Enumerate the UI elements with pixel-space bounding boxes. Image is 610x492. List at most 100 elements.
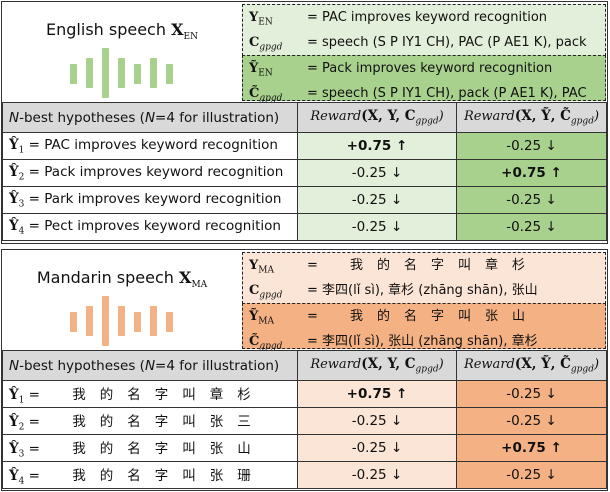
header-reward-2: Reward(X, Ỹ, C̃gpgd) <box>456 102 607 133</box>
hypothesis-text: = 我的名字叫张山 <box>28 440 265 457</box>
top-section: Mandarin speech XMA YMA = 我的名字叫章杉 Cgpgd = 李四… <box>2 250 607 351</box>
symbol: C <box>249 34 260 50</box>
symbol-subscript: gpgd <box>259 290 283 301</box>
hypothesis-index: 1 <box>18 395 25 406</box>
hypothesis-text: = 我的名字叫张珊 <box>28 467 265 484</box>
header-reward-2: Reward(X, Ỹ, C̃gpgd) <box>456 350 607 381</box>
reward-value: -0.25 ↓ <box>506 386 557 402</box>
hypothesis-cell: Ŷ3 = 我的名字叫张山 <box>2 434 298 462</box>
table-header: N-best hypotheses (N=4 for illustration)… <box>2 102 607 133</box>
waveform-bar <box>118 58 125 88</box>
reward-cell-1: -0.25 ↓ <box>297 434 457 462</box>
reward-func: Reward <box>463 109 515 125</box>
waveform-bar <box>118 306 125 336</box>
waveform-bar <box>134 64 141 84</box>
waveform-bar <box>150 58 157 88</box>
reward-value: +0.75 ↑ <box>346 138 408 154</box>
symbol-subscript: EN <box>258 17 273 28</box>
hypothesis-text: = PAC improves keyword recognition <box>28 136 278 153</box>
waveform-icon <box>70 296 180 350</box>
symbol-subscript: EN <box>258 68 273 79</box>
reward-cell-1: +0.75 ↑ <box>297 380 457 408</box>
reference-box: YEN = PAC improves keyword recognition Cgp… <box>242 4 606 56</box>
waveform-bar <box>102 48 109 98</box>
n-symbol: N <box>9 109 20 126</box>
reward-cell-2: -0.25 ↓ <box>456 461 607 489</box>
panel-title: Mandarin speech XMA <box>2 268 242 290</box>
symbol-label: Cgpgd <box>249 281 307 306</box>
reward-cell-2: -0.25 ↓ <box>456 132 607 160</box>
hypothesis-symbol: Ŷ <box>9 217 19 234</box>
hypothesis-symbol: Ŷ <box>9 136 19 153</box>
reward-cell-1: -0.25 ↓ <box>297 159 457 187</box>
symbol-label: YEN <box>249 8 307 33</box>
reward-subscript: gpgd <box>415 116 439 127</box>
reward-value: -0.25 ↓ <box>351 192 403 208</box>
hypothesis-text: = Park improves keyword recognition <box>28 190 282 207</box>
hypothesis-index: 1 <box>18 145 25 156</box>
hypotheses-table: N-best hypotheses (N=4 for illustration)… <box>2 102 607 241</box>
reward-args: (X, Ỹ, C̃ <box>514 108 571 125</box>
symbol: Ỹ <box>249 309 259 324</box>
equation-line: Cgpgd = speech (S P IY1 CH), PAC (P AE1 K… <box>249 33 599 58</box>
symbol-subscript: gpgd <box>259 42 283 53</box>
waveform-bar <box>86 306 93 336</box>
hypothesis-symbol: Ŷ <box>9 163 19 180</box>
table-row: Ŷ4 = Pect improves keyword recognition -0… <box>2 213 607 241</box>
reward-cell-2: -0.25 ↓ <box>456 213 607 241</box>
reward-args: (X, Y, C <box>361 108 416 125</box>
waveform-bar <box>150 306 157 336</box>
reward-value: -0.25 ↓ <box>351 219 403 235</box>
hypothesis-symbol: Ŷ <box>9 386 19 403</box>
hypothesis-index: 3 <box>18 199 25 210</box>
equation-line: YMA = 我的名字叫章杉 <box>249 256 599 281</box>
symbol: C <box>249 282 260 298</box>
reward-value: -0.25 ↓ <box>506 467 557 483</box>
n-symbol: N <box>9 357 20 374</box>
header-text: =4 for illustration) <box>155 109 280 126</box>
equation-text: = 我的名字叫张山 <box>307 309 540 324</box>
symbol: C̃ <box>249 85 260 101</box>
table-row: Ŷ3 = 我的名字叫张山 -0.25 ↓ +0.75 ↑ <box>2 434 607 462</box>
reward-subscript: gpgd <box>415 364 439 375</box>
hypothesis-text: = Pect improves keyword recognition <box>28 217 281 234</box>
equation-line: ỸMA = 我的名字叫张山 <box>249 307 599 332</box>
symbol-label: ỸEN <box>249 59 307 84</box>
reward-value: -0.25 ↓ <box>351 165 403 181</box>
hypothesis-cell: Ŷ1 = 我的名字叫章杉 <box>2 380 298 408</box>
symbol: Y <box>249 10 259 25</box>
reward-cell-2: -0.25 ↓ <box>456 407 607 435</box>
hypothesis-symbol: Ŷ <box>9 190 19 207</box>
reward-cell-2: -0.25 ↓ <box>456 380 607 408</box>
symbol-label: YMA <box>249 256 307 281</box>
header-reward-1: Reward(X, Y, Cgpgd) <box>297 102 457 133</box>
equation-line: Cgpgd = 李四(lǐ sì), 章杉 (zhāng shān), 张山 <box>249 281 599 306</box>
reward-value: -0.25 ↓ <box>351 413 403 429</box>
table-row: Ŷ3 = Park improves keyword recognition -0… <box>2 186 607 214</box>
reward-value: +0.75 ↑ <box>501 165 562 181</box>
symbol: C̃ <box>249 333 260 349</box>
equation-text: = PAC improves keyword recognition <box>307 10 548 25</box>
reward-cell-1: -0.25 ↓ <box>297 213 457 241</box>
symbol: Y <box>249 258 259 273</box>
hypothesis-cell: Ŷ3 = Park improves keyword recognition <box>2 186 298 214</box>
symbol-subscript: MA <box>258 316 274 327</box>
table-header: N-best hypotheses (N=4 for illustration)… <box>2 350 607 381</box>
hypothesis-cell: Ŷ2 = Pack improves keyword recognition <box>2 159 298 187</box>
reward-cell-1: +0.75 ↑ <box>297 132 457 160</box>
reward-cell-2: -0.25 ↓ <box>456 186 607 214</box>
hypothesis-cell: Ŷ2 = 我的名字叫张三 <box>2 407 298 435</box>
title-text: English speech <box>46 20 166 39</box>
reward-value: -0.25 ↓ <box>351 440 403 456</box>
reward-value: +0.75 ↑ <box>346 386 408 402</box>
symbol-subscript: gpgd <box>259 93 283 104</box>
waveform-bar <box>166 312 173 332</box>
title-text: Mandarin speech <box>36 268 174 287</box>
equation-text: = 我的名字叫章杉 <box>307 258 540 273</box>
symbol-label: C̃gpgd <box>249 84 307 109</box>
waveform-bar <box>134 312 141 332</box>
table-row: Ŷ4 = 我的名字叫张珊 -0.25 ↓ -0.25 ↓ <box>2 461 607 489</box>
waveform-bar <box>86 58 93 88</box>
equation-text: = 李四(lǐ sì), 张山 (zhāng shān), 章杉 <box>307 333 538 349</box>
reward-close: ) <box>438 109 444 125</box>
